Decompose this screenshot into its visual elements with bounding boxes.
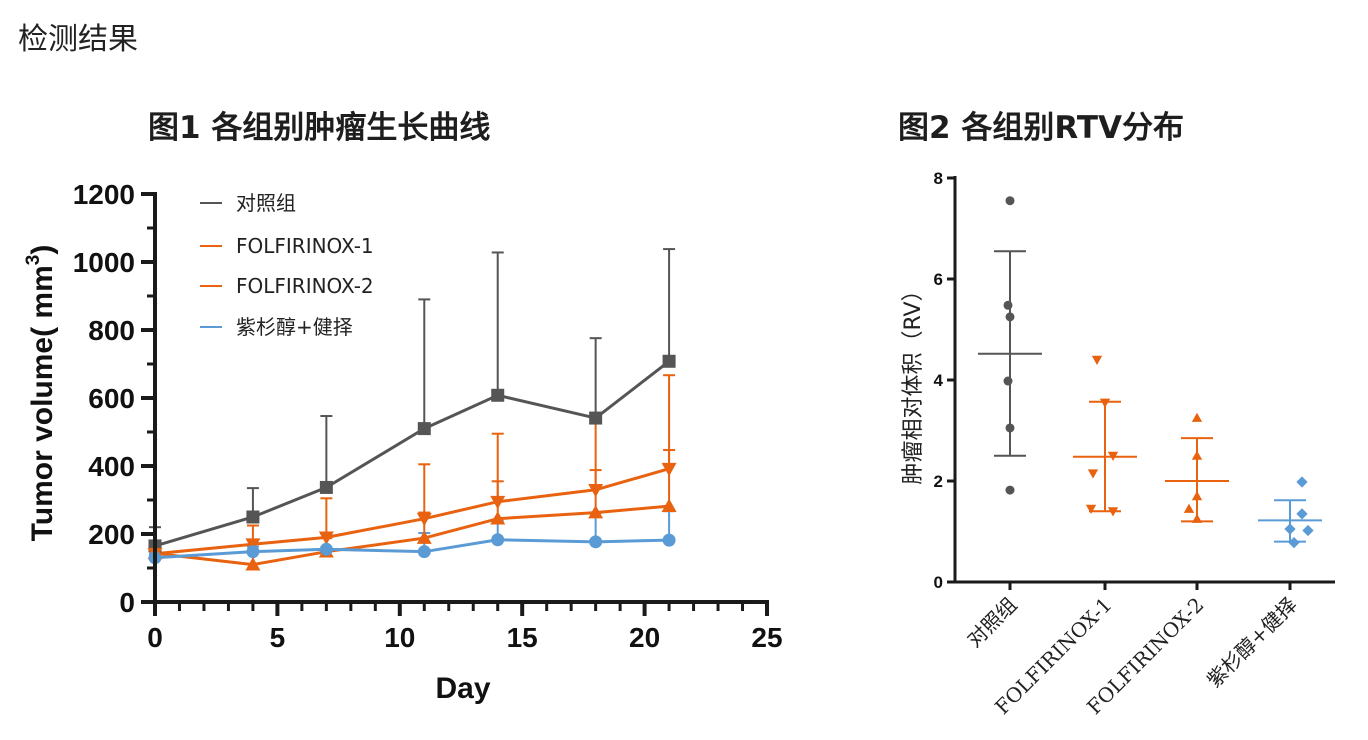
chart2-data-point [1296, 508, 1308, 520]
chart2-data-point [1191, 490, 1203, 501]
chart2-data-point [1296, 476, 1308, 488]
chart1-data-point [491, 533, 505, 547]
chart1-y-tick-label: 400 [88, 451, 135, 482]
chart1-legend: 对照组 FOLFIRINOX-1 FOLFIRINOX-2 紫杉醇+健择 [200, 191, 374, 339]
chart2-category-label: 紫杉醇+健择 [1202, 593, 1302, 693]
chart2-data-point [1191, 513, 1203, 523]
chart1-data-point [589, 535, 603, 549]
chart1-data-point [417, 545, 431, 559]
chart1-data-point [589, 411, 603, 425]
chart2-data-point [1191, 450, 1203, 460]
chart2-data-point [1005, 312, 1015, 322]
chart1-data-point [491, 388, 505, 402]
chart2-data-point [1107, 451, 1119, 461]
chart1-y-axis-label-main: Tumor volume( mm [26, 265, 59, 541]
chart2-category-label: 对照组 [962, 593, 1021, 652]
chart2-data-point [1284, 523, 1296, 535]
chart2-y-tick-label: 0 [934, 573, 943, 592]
chart1-legend-label: FOLFIRINOX-2 [236, 274, 374, 298]
chart1-x-axis-label: Day [435, 672, 490, 705]
chart1-data-point [588, 505, 604, 519]
chart2-data-point [1107, 507, 1119, 517]
chart1-y-tick-label: 200 [88, 519, 135, 550]
chart1-data-point [245, 538, 261, 552]
chart2-y-tick-label: 8 [934, 169, 943, 188]
chart1-data-point [490, 495, 506, 510]
chart2-y-tick-label: 2 [934, 472, 943, 491]
chart1-data-point [416, 530, 432, 544]
chart2-data-point [1191, 412, 1203, 422]
chart1-legend-label: 紫杉醇+健择 [236, 315, 353, 339]
chart1-data-point [417, 422, 431, 436]
chart2-data-point [1005, 485, 1015, 495]
chart1-y-tick-label: 1000 [73, 247, 135, 278]
chart1-data-point [490, 511, 506, 525]
chart1-data-point [246, 545, 260, 559]
chart2-category-label: FOLFIRINOX-1 [990, 593, 1116, 719]
chart2-data-point [1099, 398, 1111, 408]
chart2-data-point [1003, 300, 1013, 310]
chart2-y-axis-label: 肿瘤相对体积（RV） [901, 279, 926, 484]
chart2-y-tick-label: 6 [934, 270, 943, 289]
chart1-x-tick-label: 15 [507, 622, 538, 653]
chart1-data-point [661, 498, 677, 512]
tumor-growth-chart: 图1 各组别肿瘤生长曲线 0 5 10 15 20 25 0 200 400 600 800 1000… [23, 110, 783, 705]
chart1-x-tick-label: 0 [147, 622, 163, 653]
chart2-y-tick-label: 4 [934, 371, 944, 390]
chart1-data-point [661, 462, 677, 477]
chart1-legend-label: FOLFIRINOX-1 [236, 234, 374, 258]
chart2-data-point [1302, 524, 1314, 537]
chart2-data-point [1091, 355, 1103, 365]
chart2-data-point [1005, 196, 1015, 206]
chart2-data-point [1005, 423, 1015, 433]
section-title: 检测结果 [18, 22, 138, 57]
chart1-data-point [662, 533, 676, 547]
chart1-data-point [662, 354, 676, 368]
chart1-x-tick-label: 25 [751, 622, 782, 653]
chart1-legend-label: 对照组 [236, 191, 296, 215]
chart1-y-tick-label: 0 [119, 587, 135, 618]
chart1-y-axis-label: Tumor volume( mm3) [23, 245, 59, 542]
chart1-x-tick-label: 5 [270, 622, 286, 653]
chart1-data-point [318, 531, 334, 545]
chart1-y-tick-label: 1200 [73, 179, 135, 210]
chart1-x-tick-label: 20 [629, 622, 660, 653]
chart1-y-tick-label: 600 [88, 383, 135, 414]
chart1-data-point [319, 480, 333, 494]
chart2-data-point [1087, 469, 1099, 479]
chart2-data-point [1288, 536, 1300, 549]
chart2-data-point [1003, 376, 1013, 386]
chart2-title: 图2 各组别RTV分布 [898, 110, 1184, 146]
chart1-y-axis-label-close: ) [26, 245, 59, 255]
chart1-y-axis-label-sup: 3 [23, 255, 44, 266]
chart2-data-point [1085, 504, 1097, 514]
chart1-data-point [245, 557, 261, 571]
chart1-data-point [319, 542, 333, 556]
chart1-title: 图1 各组别肿瘤生长曲线 [148, 110, 490, 146]
chart1-data-point [416, 512, 432, 527]
chart1-data-point [246, 510, 260, 524]
chart2-data-point [1183, 503, 1195, 513]
chart1-y-tick-label: 800 [88, 315, 135, 346]
chart1-data-point [588, 483, 604, 498]
chart2-category-label: FOLFIRINOX-2 [1082, 593, 1208, 719]
chart1-x-tick-label: 10 [384, 622, 415, 653]
